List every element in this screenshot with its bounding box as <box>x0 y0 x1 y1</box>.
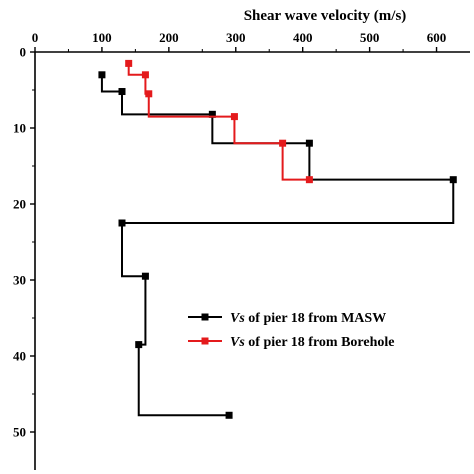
data-point <box>118 88 126 96</box>
data-point <box>125 59 133 67</box>
legend-swatch-marker <box>201 337 209 345</box>
series-1 <box>125 59 313 184</box>
x-tick-label: 0 <box>32 30 39 45</box>
legend-label: Vs of pier 18 from MASW <box>230 311 386 326</box>
series-0 <box>98 71 457 419</box>
data-point <box>98 71 106 79</box>
plot-frame <box>34 51 470 470</box>
y-tick-label: 50 <box>13 425 26 440</box>
y-tick-label: 20 <box>13 197 26 212</box>
data-point <box>118 219 126 227</box>
data-point <box>135 341 143 349</box>
x-tick-label: 100 <box>92 30 112 45</box>
x-tick-label: 400 <box>293 30 313 45</box>
data-point <box>449 176 457 184</box>
series-layer <box>98 59 457 419</box>
x-axis-ticks: 0 100 200 300 400 500 600 <box>32 30 447 52</box>
y-tick-label: 0 <box>20 45 27 60</box>
data-point <box>141 71 149 79</box>
data-point <box>208 110 216 118</box>
legend: Vs of pier 18 from MASW Vs of pier 18 fro… <box>188 311 395 350</box>
x-tick-label: 300 <box>226 30 246 45</box>
x-tick-label: 200 <box>159 30 179 45</box>
legend-label: Vs of pier 18 from Borehole <box>230 335 395 350</box>
y-tick-label: 30 <box>13 273 26 288</box>
data-point <box>279 139 287 147</box>
data-point <box>305 176 313 184</box>
y-axis-ticks: 0 10 20 30 40 50 <box>13 45 35 440</box>
legend-item-0: Vs of pier 18 from MASW <box>188 311 386 326</box>
y-tick-label: 10 <box>13 121 26 136</box>
y-tick-label: 40 <box>13 349 26 364</box>
data-point <box>305 139 313 147</box>
data-point <box>230 113 238 121</box>
legend-swatch-marker <box>201 313 209 321</box>
x-tick-label: 500 <box>360 30 380 45</box>
data-point <box>225 411 233 419</box>
data-point <box>145 90 153 98</box>
series-line <box>100 74 455 417</box>
x-axis-title: Shear wave velocity (m/s) <box>244 8 407 24</box>
legend-item-1: Vs of pier 18 from Borehole <box>188 335 395 350</box>
data-point <box>141 272 149 280</box>
x-tick-label: 600 <box>427 30 447 45</box>
series-line <box>127 63 310 181</box>
